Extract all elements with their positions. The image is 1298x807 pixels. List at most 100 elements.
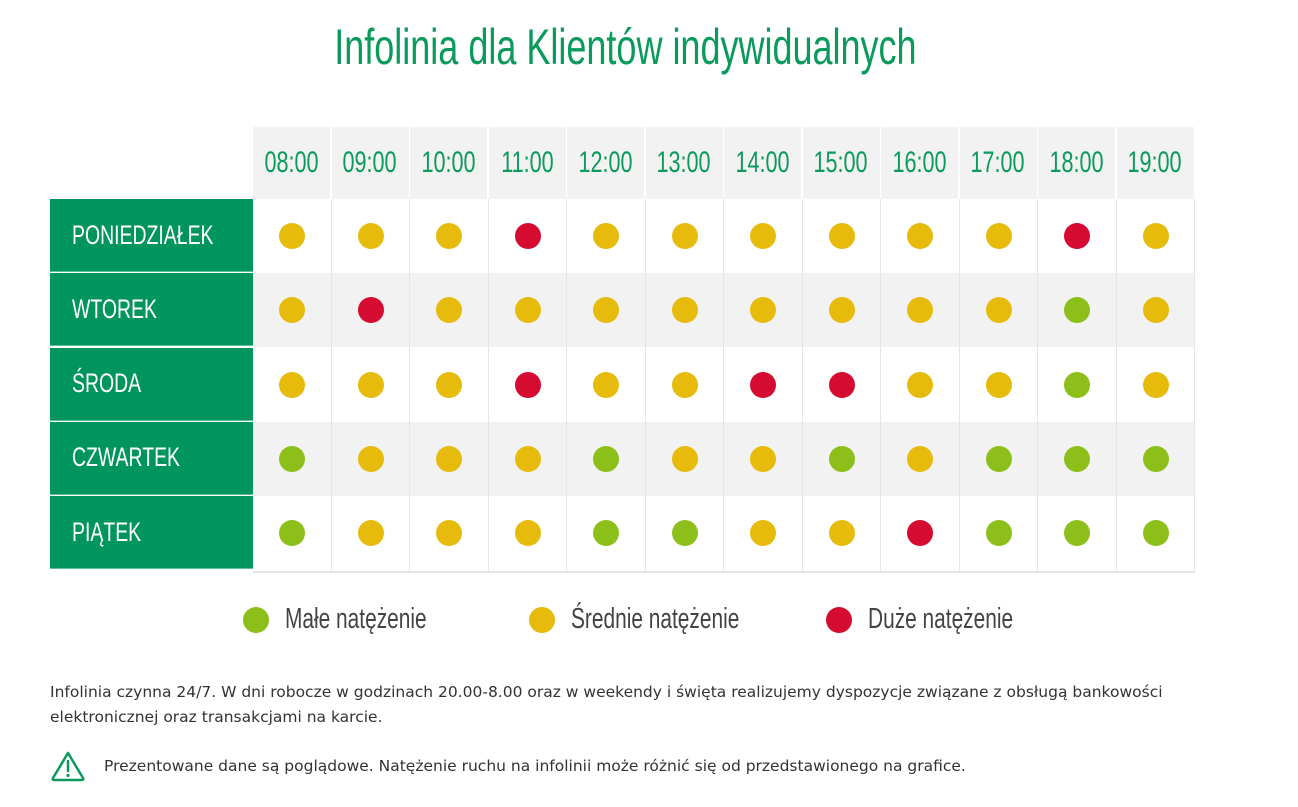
load-dot-medium (671, 371, 698, 398)
load-dot-medium (671, 297, 698, 324)
table-row (253, 421, 1195, 496)
load-dot-low (985, 520, 1012, 547)
load-dot-medium (593, 297, 620, 324)
column-divider (723, 199, 724, 571)
load-dot-medium (436, 446, 463, 473)
load-dot-medium (985, 297, 1012, 324)
day-label: ŚRODA (50, 347, 253, 421)
column-divider (801, 199, 803, 571)
load-dot-low (1064, 371, 1091, 398)
column-divider (1037, 199, 1038, 571)
load-dot-medium (907, 223, 934, 250)
load-dot-medium (279, 297, 306, 324)
load-dot-medium (907, 297, 934, 324)
page-title: Infolinia dla Klientów indywidualnych (333, 19, 917, 75)
table-row (253, 496, 1195, 571)
load-dot-medium (828, 297, 855, 324)
load-dot-medium (1142, 223, 1169, 250)
load-dot-low (593, 520, 620, 547)
legend-dot-low (243, 606, 269, 633)
warning-text: Prezentowane dane są poglądowe. Natężeni… (104, 757, 966, 775)
hour-header: 14:00 (724, 127, 801, 199)
warning-note: Prezentowane dane są poglądowe. Natężeni… (50, 750, 966, 782)
load-dot-low (593, 446, 620, 473)
day-label: PONIEDZIAŁEK (50, 199, 253, 272)
day-label: WTOREK (50, 273, 253, 347)
load-dot-low (671, 520, 698, 547)
load-dot-medium (750, 446, 777, 473)
load-dot-medium (436, 297, 463, 324)
load-dot-high (750, 371, 777, 398)
legend-item-high: Duże natężenie (826, 603, 1070, 636)
load-dot-low (828, 446, 855, 473)
load-dot-medium (1142, 297, 1169, 324)
load-dot-medium (828, 520, 855, 547)
load-dot-low (985, 446, 1012, 473)
legend: Małe natężenie Średnie natężenie Duże na… (0, 603, 1298, 637)
load-dot-medium (436, 223, 463, 250)
day-label: CZWARTEK (50, 421, 253, 495)
hour-header: 17:00 (959, 127, 1037, 199)
legend-dot-high (826, 606, 852, 633)
column-divider (409, 199, 410, 571)
load-dot-medium (985, 371, 1012, 398)
legend-dot-medium (529, 606, 555, 633)
hour-header: 15:00 (802, 127, 880, 199)
load-dot-medium (907, 371, 934, 398)
hour-header: 18:00 (1038, 127, 1115, 199)
load-dot-medium (907, 446, 934, 473)
load-dot-low (1064, 446, 1091, 473)
hour-header: 19:00 (1116, 127, 1194, 199)
hour-header: 16:00 (881, 127, 958, 199)
load-dot-medium (357, 520, 384, 547)
load-dot-high (514, 223, 541, 250)
load-dot-medium (514, 297, 541, 324)
load-dot-medium (1142, 371, 1169, 398)
load-dot-low (279, 520, 306, 547)
load-dot-medium (514, 520, 541, 547)
legend-item-low: Małe natężenie (243, 603, 482, 636)
load-dot-medium (514, 446, 541, 473)
load-dot-high (828, 371, 855, 398)
table-row (253, 347, 1195, 422)
load-dot-low (1142, 446, 1169, 473)
load-dot-medium (279, 223, 306, 250)
load-dot-medium (593, 223, 620, 250)
load-dot-medium (985, 223, 1012, 250)
load-dot-medium (671, 223, 698, 250)
load-dot-medium (828, 223, 855, 250)
info-note: Infolinia czynna 24/7. W dni robocze w g… (50, 683, 1163, 726)
column-divider (487, 199, 489, 571)
hour-header: 10:00 (410, 127, 487, 199)
load-dot-medium (357, 371, 384, 398)
load-dot-medium (279, 371, 306, 398)
load-dot-high (357, 297, 384, 324)
load-dot-medium (357, 223, 384, 250)
column-divider (1115, 199, 1117, 571)
column-divider (1194, 199, 1195, 571)
hour-header: 13:00 (645, 127, 723, 199)
load-dot-high (907, 520, 934, 547)
day-label: PIĄTEK (50, 496, 253, 570)
column-divider (566, 199, 567, 571)
load-dot-medium (357, 446, 384, 473)
load-dot-low (1064, 520, 1091, 547)
load-dot-high (1064, 223, 1091, 250)
table-row (253, 199, 1195, 273)
column-divider (644, 199, 646, 571)
hour-header: 08:00 (253, 127, 330, 199)
column-divider (958, 199, 960, 571)
load-dot-low (279, 446, 306, 473)
load-dot-low (1142, 520, 1169, 547)
load-dot-low (1064, 297, 1091, 324)
load-dot-medium (671, 446, 698, 473)
legend-item-medium: Średnie natężenie (529, 603, 805, 636)
hour-header: 12:00 (567, 127, 644, 199)
load-dot-medium (750, 520, 777, 547)
table-row (253, 273, 1195, 348)
load-dot-medium (436, 371, 463, 398)
load-dot-medium (593, 371, 620, 398)
table-bottom-border (253, 570, 1195, 573)
load-dot-medium (750, 297, 777, 324)
hour-header: 09:00 (331, 127, 409, 199)
